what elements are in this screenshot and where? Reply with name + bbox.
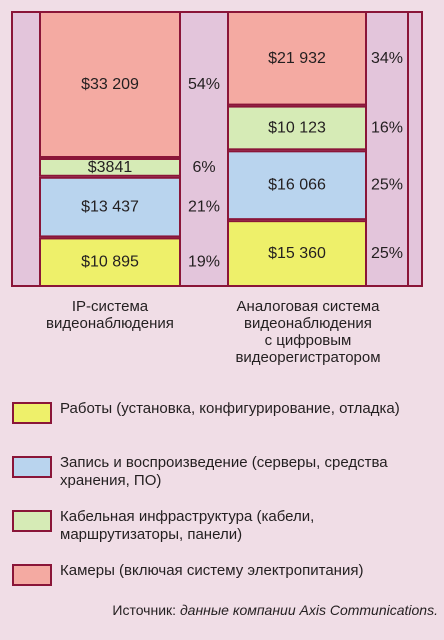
- percent-label-ip-0: 19%: [188, 254, 220, 271]
- value-labels: $10 895 $13 437 $3841 $33 209 $15 360 $16 066…: [81, 50, 326, 271]
- category-label-line: видеорегистратором: [235, 349, 381, 366]
- value-label-analog-1: $16 066: [268, 177, 326, 194]
- bar-segment-analog-2: [227, 105, 367, 151]
- percent-label-ip-1: 21%: [188, 199, 220, 216]
- value-label-analog-0: $15 360: [268, 245, 326, 262]
- bar-segment-ip-2: [39, 157, 181, 177]
- category-label-ip: IP-система видеонаблюдения: [40, 298, 180, 332]
- source-note: Источник: данные компании Axis Communica…: [112, 602, 438, 619]
- category-label-analog: Аналоговая система видеонаблюдения с цифро…: [212, 298, 404, 366]
- legend-label: Работы (установка, конфигурирование, отл…: [60, 400, 400, 417]
- percent-label-ip-3: 54%: [188, 76, 220, 93]
- bars: [39, 11, 409, 288]
- legend-swatch: [12, 564, 52, 586]
- percent-label-analog-2: 16%: [371, 119, 403, 136]
- bar-segment-analog-0: [227, 220, 367, 287]
- category-label-line: видеонаблюдения: [244, 315, 372, 332]
- bar-segment-ip-1: [39, 176, 181, 238]
- source-text: данные компании Axis Communications.: [179, 602, 438, 618]
- legend-label: Кабельная инфраструктура (кабели, маршру…: [60, 508, 315, 543]
- percent-label-analog-1: 25%: [371, 177, 403, 194]
- legend-swatch: [12, 510, 52, 532]
- category-label-line: IP-система: [71, 298, 149, 315]
- value-label-analog-2: $10 123: [268, 119, 326, 136]
- percent-label-analog-0: 25%: [371, 245, 403, 262]
- value-label-ip-1: $13 437: [81, 199, 139, 216]
- percent-labels: 19% 21% 6% 54% 25% 25% 16% 34%: [188, 50, 403, 271]
- bar-segment-analog-1: [227, 150, 367, 221]
- legend-swatch: [12, 456, 52, 478]
- category-label-line: с цифровым: [264, 332, 352, 349]
- percent-label-ip-2: 6%: [192, 159, 215, 176]
- percent-lane-ip: [179, 11, 229, 287]
- value-label-ip-2: $3841: [88, 159, 133, 176]
- bar-segment-ip-0: [39, 237, 181, 288]
- bar-segment-analog-3: [227, 11, 367, 106]
- legend-label: Запись и воспроизведение (серверы, средс…: [60, 454, 388, 489]
- percent-lane-analog: [365, 11, 409, 287]
- source-label: Источник:: [112, 602, 177, 618]
- legend-swatch: [12, 402, 52, 424]
- legend-label: Камеры (включая систему электропитания): [60, 562, 364, 579]
- value-label-analog-3: $21 932: [268, 50, 326, 67]
- value-label-ip-0: $10 895: [81, 254, 139, 271]
- category-label-line: видеонаблюдения: [46, 315, 174, 332]
- percent-label-analog-3: 34%: [371, 50, 403, 67]
- bar-segment-ip-3: [39, 11, 181, 158]
- chart: $10 895 $13 437 $3841 $33 209 $15 360 $16 066…: [11, 11, 423, 288]
- category-label-line: Аналоговая система: [236, 298, 380, 315]
- value-label-ip-3: $33 209: [81, 76, 139, 93]
